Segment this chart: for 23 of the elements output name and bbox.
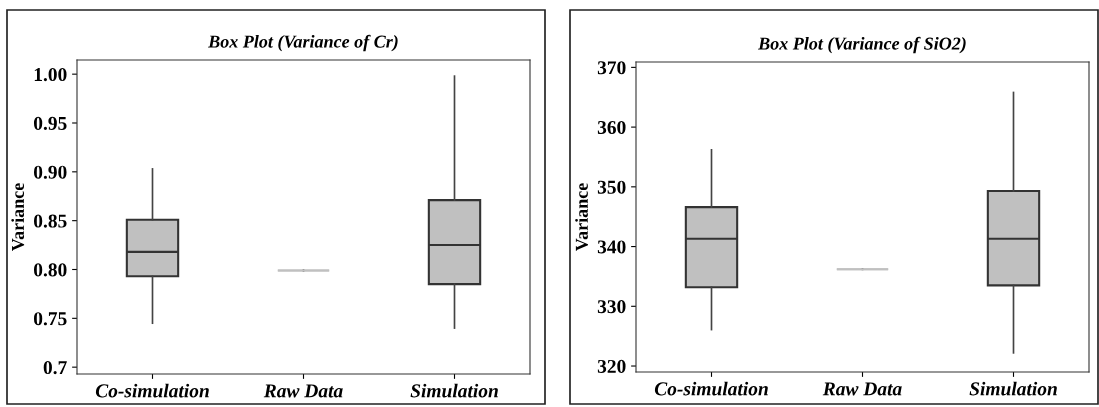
x-tick-label: Raw Data [822,382,902,396]
y-tick-label: 1.00 [34,67,67,82]
y-tick-label: 0.85 [33,214,67,228]
y-tick-label: 320 [597,359,626,373]
y-axis-title: Variance [11,183,25,252]
y-tick-label: 330 [597,300,626,314]
x-tick-label: Co-simulation [654,381,768,396]
chart-title: Box Plot (Variance of SiO2) [758,36,966,54]
x-tick-label: Raw Data [263,384,343,398]
y-tick-label: 0.90 [33,165,67,179]
y-axis-title: Variance [575,183,588,252]
y-tick-label: 340 [597,240,626,254]
y-tick-label: 0.75 [33,312,67,326]
y-tick-label: 370 [597,61,626,75]
x-tick-label: Simulation [969,381,1057,396]
y-tick-label: 0.95 [33,116,67,131]
chart-title: Box Plot (Variance of Cr) [208,34,398,52]
y-tick-label: 350 [597,180,626,194]
y-tick-label: 360 [597,120,626,135]
x-tick-label: Co-simulation [95,383,209,398]
y-tick-label: 0.7 [43,360,67,375]
x-tick-label: Simulation [410,383,498,398]
y-tick-label: 0.80 [33,263,67,277]
